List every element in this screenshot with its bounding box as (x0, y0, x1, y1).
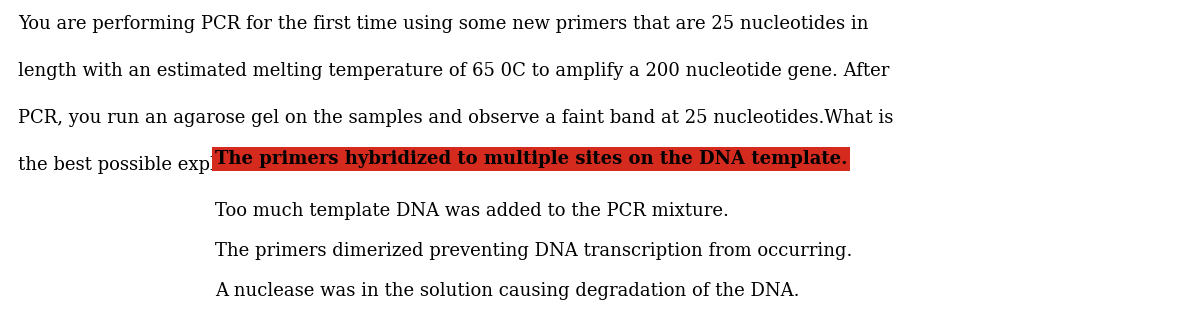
Text: Too much template DNA was added to the PCR mixture.: Too much template DNA was added to the P… (215, 202, 729, 220)
Text: length with an estimated melting temperature of 65 0C to amplify a 200 nucleotid: length with an estimated melting tempera… (18, 62, 890, 80)
Text: The primers dimerized preventing DNA transcription from occurring.: The primers dimerized preventing DNA tra… (215, 242, 852, 260)
Text: PCR, you run an agarose gel on the samples and observe a faint band at 25 nucleo: PCR, you run an agarose gel on the sampl… (18, 109, 893, 127)
Text: A nuclease was in the solution causing degradation of the DNA.: A nuclease was in the solution causing d… (215, 282, 800, 300)
Text: the best possible explanation for the results?: the best possible explanation for the re… (18, 156, 430, 174)
Text: The primers hybridized to multiple sites on the DNA template.: The primers hybridized to multiple sites… (215, 150, 847, 168)
Text: You are performing PCR for the first time using some new primers that are 25 nuc: You are performing PCR for the first tim… (18, 15, 868, 33)
